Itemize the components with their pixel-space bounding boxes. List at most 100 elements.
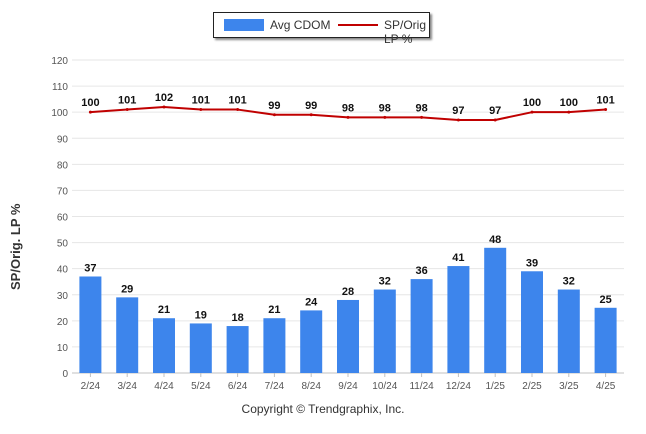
bar bbox=[410, 279, 433, 373]
line-point bbox=[162, 105, 166, 109]
line-data-label: 100 bbox=[560, 97, 578, 109]
line-point bbox=[420, 115, 424, 119]
x-tick-label: 3/24 bbox=[117, 381, 137, 392]
x-tick-label: 9/24 bbox=[338, 381, 358, 392]
bar-data-label: 24 bbox=[305, 296, 318, 308]
bar bbox=[300, 310, 323, 373]
y-tick-label: 20 bbox=[57, 317, 69, 328]
y-tick-label: 100 bbox=[51, 108, 68, 119]
line-data-label: 98 bbox=[379, 102, 391, 114]
line-point bbox=[493, 118, 497, 122]
bar bbox=[373, 289, 396, 373]
x-tick-label: 4/24 bbox=[154, 381, 174, 392]
line-point bbox=[125, 108, 129, 112]
bar bbox=[116, 297, 139, 373]
legend-line-swatch bbox=[338, 24, 378, 26]
line-point bbox=[199, 108, 203, 112]
bar-data-label: 37 bbox=[84, 262, 96, 274]
bar-data-labels: 37 29 21 19 18 21 24 28 32 36 41 48 39 32 25 bbox=[84, 234, 611, 324]
line-series bbox=[88, 105, 608, 122]
line-point bbox=[88, 110, 92, 114]
x-tick-label: 2/24 bbox=[81, 381, 101, 392]
x-tick-label: 2/25 bbox=[522, 381, 542, 392]
bar-data-label: 25 bbox=[599, 294, 611, 306]
y-tick-label: 30 bbox=[57, 291, 69, 302]
y-tick-label: 110 bbox=[52, 82, 68, 93]
legend-line-label[interactable]: SP/Orig LP % bbox=[384, 18, 427, 46]
bar bbox=[447, 266, 470, 373]
line-data-label: 101 bbox=[192, 95, 210, 107]
x-tick-label: 6/24 bbox=[228, 381, 248, 392]
legend-bar-label[interactable]: Avg CDOM bbox=[270, 18, 331, 32]
bar-data-label: 41 bbox=[452, 252, 464, 264]
x-tick-label: 10/24 bbox=[372, 381, 397, 392]
x-tick-label: 12/24 bbox=[446, 381, 471, 392]
bar bbox=[594, 307, 617, 373]
bar bbox=[557, 289, 580, 373]
line-point bbox=[383, 115, 387, 119]
x-tick-labels: 2/24 3/24 4/24 5/24 6/24 7/24 8/24 9/24 10/24 11/… bbox=[81, 373, 616, 392]
bar bbox=[226, 326, 249, 373]
y-tick-label: 90 bbox=[57, 134, 69, 145]
y-tick-label: 120 bbox=[51, 56, 68, 67]
bar-data-label: 48 bbox=[489, 234, 501, 246]
bar-data-label: 19 bbox=[195, 309, 207, 321]
legend-bar-swatch bbox=[224, 19, 264, 31]
line-data-label: 97 bbox=[489, 105, 501, 117]
line-data-label: 100 bbox=[81, 97, 99, 109]
bar bbox=[79, 276, 102, 373]
bar-data-label: 28 bbox=[342, 286, 354, 298]
bar-data-label: 21 bbox=[158, 304, 170, 316]
x-tick-label: 5/24 bbox=[191, 381, 211, 392]
y-tick-label: 80 bbox=[57, 160, 69, 171]
x-tick-label: 8/24 bbox=[301, 381, 321, 392]
line-point bbox=[567, 110, 571, 114]
line-point bbox=[272, 113, 276, 117]
line-data-label: 101 bbox=[228, 95, 246, 107]
bar-data-label: 32 bbox=[379, 276, 391, 288]
y-tick-label: 60 bbox=[57, 213, 69, 224]
bar bbox=[153, 318, 175, 373]
line-point bbox=[604, 108, 608, 112]
line-data-label: 101 bbox=[118, 95, 136, 107]
line-data-label: 97 bbox=[452, 105, 464, 117]
line-data-label: 99 bbox=[268, 100, 280, 112]
bar bbox=[189, 323, 212, 373]
line-point bbox=[456, 118, 460, 122]
bar-data-label: 29 bbox=[121, 283, 133, 295]
line-data-label: 101 bbox=[596, 95, 614, 107]
line-data-label: 99 bbox=[305, 100, 317, 112]
line-data-label: 102 bbox=[155, 92, 173, 104]
y-tick-label: 10 bbox=[57, 343, 69, 354]
line-point bbox=[309, 113, 313, 117]
bar bbox=[263, 318, 286, 373]
line-point bbox=[236, 108, 240, 112]
y-axis-label: SP/Orig. LP % bbox=[8, 203, 23, 290]
line-data-labels: 100 101 102 101 101 99 99 98 98 98 97 97 100 100 101 bbox=[81, 92, 615, 117]
y-tick-label: 70 bbox=[57, 186, 69, 197]
y-tick-label: 0 bbox=[62, 369, 68, 380]
bar bbox=[337, 299, 359, 373]
legend[interactable]: Avg CDOM SP/Orig LP % bbox=[213, 12, 430, 46]
bar-data-label: 39 bbox=[526, 257, 538, 269]
y-tick-label: 50 bbox=[57, 239, 69, 250]
line-data-label: 100 bbox=[523, 97, 541, 109]
line-point bbox=[530, 110, 534, 114]
bar-data-label: 36 bbox=[415, 265, 427, 277]
y-tick-label: 40 bbox=[57, 265, 69, 276]
y-tick-labels: 0 10 20 30 40 50 60 70 80 90 100 110 120 bbox=[51, 56, 68, 380]
bar-data-label: 21 bbox=[268, 304, 280, 316]
line-data-label: 98 bbox=[342, 102, 354, 114]
line-data-label: 98 bbox=[415, 102, 427, 114]
x-tick-label: 7/24 bbox=[265, 381, 285, 392]
x-tick-label: 3/25 bbox=[559, 381, 579, 392]
bar bbox=[521, 271, 543, 373]
bar bbox=[484, 247, 507, 373]
line-point bbox=[346, 115, 350, 119]
x-tick-label: 11/24 bbox=[409, 381, 434, 392]
bar-series bbox=[79, 247, 617, 373]
x-tick-label: 4/25 bbox=[596, 381, 616, 392]
bar-data-label: 18 bbox=[231, 312, 243, 324]
x-tick-label: 1/25 bbox=[485, 381, 505, 392]
